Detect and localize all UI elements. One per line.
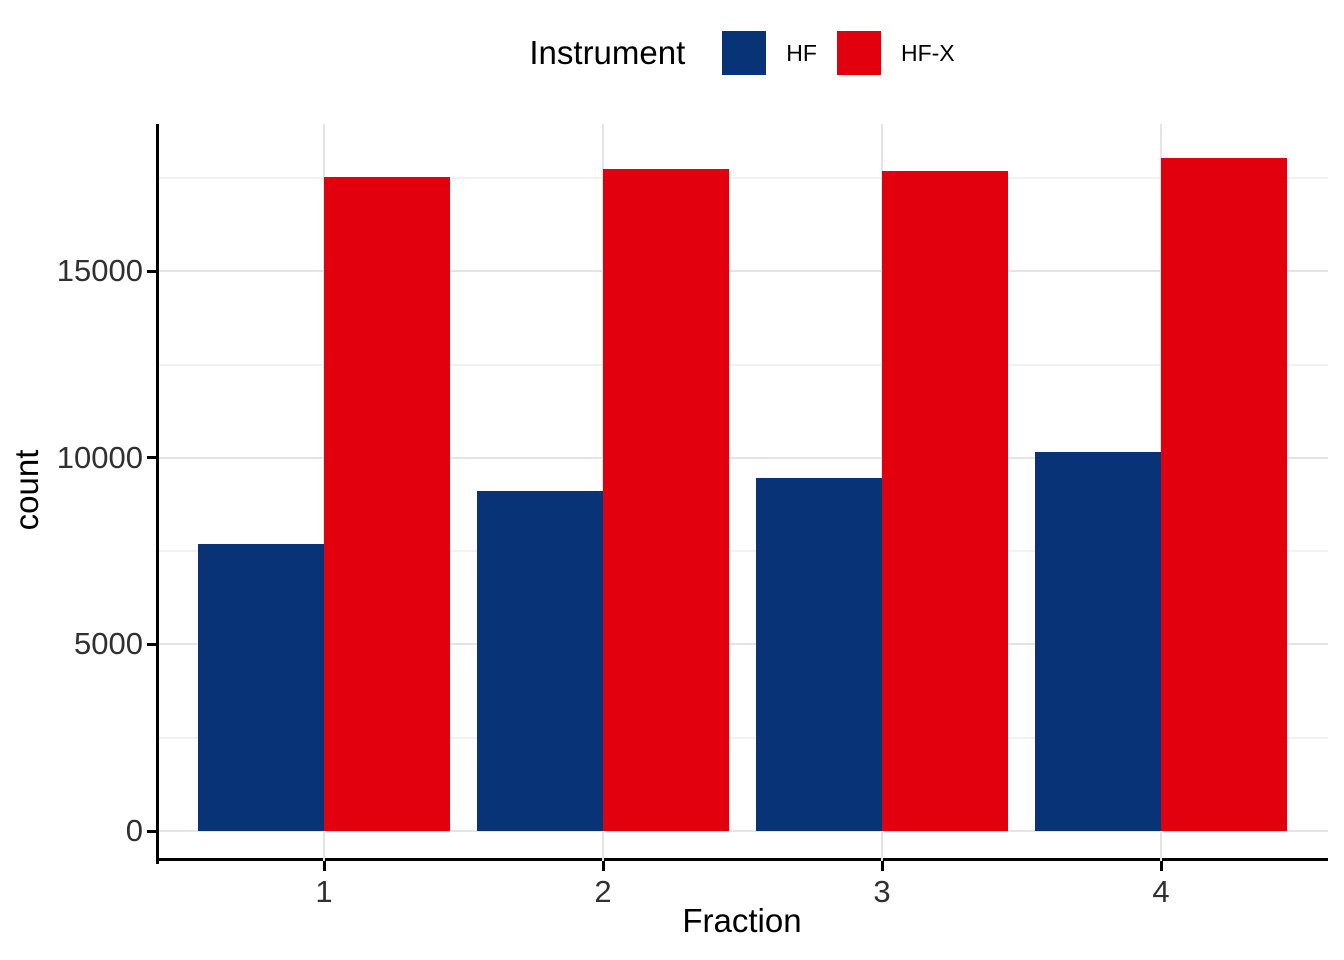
gridline-y-minor	[159, 736, 1328, 739]
gridline-y-major	[159, 270, 1328, 273]
y-tick-mark	[147, 269, 157, 273]
legend-swatch-hf	[722, 31, 767, 75]
y-tick-label: 15000	[56, 253, 143, 289]
bar-hf-fraction-1	[198, 544, 324, 831]
x-tick-label: 3	[873, 874, 891, 909]
gridline-y-major	[159, 456, 1328, 459]
bar-hfx-fraction-1	[324, 176, 450, 831]
bar-hfx-fraction-2	[603, 168, 729, 831]
x-tick-label: 2	[594, 874, 612, 909]
legend-swatch-hfx	[836, 31, 881, 75]
x-tick-label: 1	[315, 874, 333, 909]
gridline-y-minor	[159, 550, 1328, 553]
gridline-y-minor	[159, 363, 1328, 366]
legend: Instrument HF HF-X	[156, 29, 1328, 77]
legend-label-hfx: HF-X	[900, 39, 955, 66]
x-tick-mark	[322, 861, 326, 871]
x-axis-title: Fraction	[682, 902, 802, 939]
y-tick-label: 10000	[56, 439, 143, 475]
bar-hf-fraction-3	[756, 478, 882, 831]
gridline-y-major	[159, 830, 1328, 832]
x-tick-mark	[601, 861, 605, 871]
y-tick-mark	[147, 456, 157, 460]
y-tick-label: 0	[125, 813, 143, 848]
x-tick-mark	[880, 861, 884, 871]
y-tick-mark	[147, 829, 157, 833]
y-tick-mark	[147, 642, 157, 646]
x-axis-line	[156, 858, 1328, 861]
legend-item-hf: HF	[722, 31, 817, 75]
plot-panel	[159, 124, 1328, 861]
bar-hfx-fraction-4	[1161, 158, 1287, 831]
x-tick-label: 4	[1152, 874, 1170, 909]
legend-label-hf: HF	[786, 39, 817, 66]
gridline-y-minor	[159, 176, 1328, 179]
legend-item-hfx: HF-X	[836, 31, 955, 75]
bar-hfx-fraction-3	[882, 171, 1008, 831]
bar-hf-fraction-4	[1035, 451, 1161, 831]
gridline-y-major	[159, 643, 1328, 646]
legend-title: Instrument	[529, 34, 686, 71]
y-axis-line	[156, 124, 159, 864]
bar-hf-fraction-2	[477, 491, 603, 831]
y-tick-label: 5000	[74, 626, 143, 662]
x-tick-mark	[1159, 861, 1163, 871]
